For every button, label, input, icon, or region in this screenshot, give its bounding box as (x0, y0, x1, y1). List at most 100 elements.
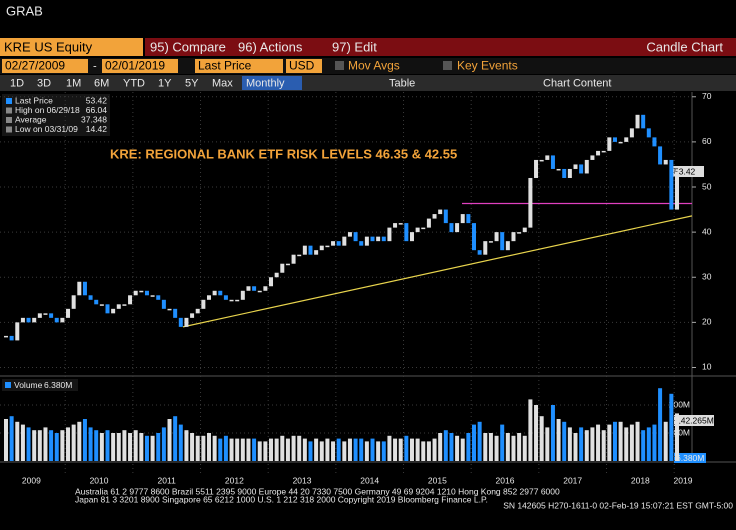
menu-item[interactable]: 95) Compare (150, 39, 226, 54)
table-button[interactable]: Table (389, 77, 415, 89)
volume-bar (528, 399, 533, 461)
volume-bar (9, 416, 14, 461)
period-button[interactable]: 1M (66, 77, 81, 89)
currency[interactable]: USD (289, 59, 315, 73)
period-button[interactable]: 1Y (158, 77, 172, 89)
candle-body (206, 295, 211, 300)
candle-body (370, 236, 375, 242)
candle-body (539, 159, 544, 162)
candle-body (94, 299, 99, 305)
candle-body (567, 168, 572, 178)
toolbar (0, 75, 736, 91)
volume-bar (4, 419, 8, 461)
candle-body (325, 245, 330, 248)
menu-item[interactable]: 97) Edit (332, 39, 377, 54)
volume-bar (43, 427, 48, 461)
field-box[interactable] (2, 59, 88, 73)
frequency-box[interactable] (242, 76, 302, 90)
candle-body (528, 177, 533, 228)
period-button[interactable]: 6M (94, 77, 109, 89)
y-tick-label: 100M (669, 427, 690, 437)
volume-bar (590, 427, 595, 461)
candle-body (167, 308, 172, 311)
candle-body (612, 137, 617, 142)
menu-bar (145, 38, 736, 56)
ticker[interactable]: KRE US Equity (4, 39, 93, 54)
candle-body (37, 313, 42, 318)
candle-body (4, 335, 8, 338)
menu-item[interactable]: 96) Actions (238, 39, 303, 54)
chart-content-button[interactable]: Chart Content (543, 77, 611, 89)
volume-bar (658, 388, 663, 461)
volume-bar (460, 438, 465, 461)
legend-value: 14.42 (86, 124, 108, 134)
candle-body (88, 295, 93, 300)
volume-bar (393, 438, 398, 461)
legend-value: 6.380M (44, 380, 72, 390)
field-box[interactable] (195, 59, 283, 73)
legend-swatch (5, 382, 11, 388)
candle-body (139, 290, 144, 293)
period-button[interactable]: 5Y (185, 77, 199, 89)
candle-body (43, 313, 48, 315)
candle-body (178, 317, 183, 327)
candle-body (584, 159, 589, 174)
candle-body (607, 137, 612, 151)
axis-flag (672, 166, 704, 177)
window-title: GRAB (6, 3, 43, 18)
candle-body (116, 304, 121, 309)
start-date[interactable]: 02/27/2009 (5, 59, 65, 73)
volume-bar (438, 433, 443, 461)
volume-bar (359, 438, 364, 461)
candle-body (26, 317, 31, 323)
volume-bar (280, 435, 285, 461)
candle-body (415, 227, 420, 233)
candle-body (105, 304, 110, 314)
y-tick-label: 40 (702, 226, 712, 236)
field-box[interactable] (102, 59, 178, 73)
legend-label: Last Price (15, 95, 53, 105)
checkbox[interactable] (335, 61, 344, 70)
volume-bar (426, 441, 431, 461)
volume-bar (573, 433, 578, 461)
axis-flag (674, 453, 706, 463)
candle-body (195, 308, 200, 314)
volume-bar (37, 430, 42, 461)
x-tick-label: 2012 (225, 475, 244, 485)
period-button[interactable]: Max (212, 77, 233, 89)
volume-bar (133, 430, 138, 461)
candle-body (99, 304, 104, 306)
period-button[interactable]: 3D (37, 77, 51, 89)
volume-bar (562, 421, 567, 461)
mov-avgs[interactable]: Mov Avgs (348, 59, 400, 73)
volume-bar (347, 438, 352, 461)
volume-bar (618, 421, 623, 461)
period-button[interactable]: 1D (10, 77, 24, 89)
candle-body (432, 214, 437, 219)
frequency[interactable]: Monthly (246, 77, 285, 89)
key-events[interactable]: Key Events (457, 59, 518, 73)
volume-bar (432, 438, 437, 461)
field[interactable]: Last Price (198, 59, 252, 73)
candle-body (122, 304, 127, 306)
candle-body (641, 114, 646, 129)
volume-bar (534, 405, 539, 461)
volume-bar (596, 424, 601, 461)
volume-bar (105, 430, 110, 461)
legend-label: Volume (14, 380, 43, 390)
annotation: KRE: REGIONAL BANK ETF RISK LEVELS 46.35… (110, 146, 457, 161)
view-name: Candle Chart (646, 39, 723, 54)
volume-bar (415, 438, 420, 461)
ticker-box[interactable] (0, 38, 143, 56)
period-button[interactable]: YTD (123, 77, 145, 89)
volume-bar (82, 419, 87, 461)
legend-value: 66.04 (86, 105, 108, 115)
candle-body (9, 335, 14, 341)
volume-bar (173, 416, 178, 461)
checkbox[interactable] (443, 61, 452, 70)
end-date[interactable]: 02/01/2019 (105, 59, 165, 73)
volume-bar (545, 427, 550, 461)
legend-swatch (6, 126, 12, 133)
field-box[interactable] (286, 59, 322, 73)
volume-bar (20, 424, 25, 461)
